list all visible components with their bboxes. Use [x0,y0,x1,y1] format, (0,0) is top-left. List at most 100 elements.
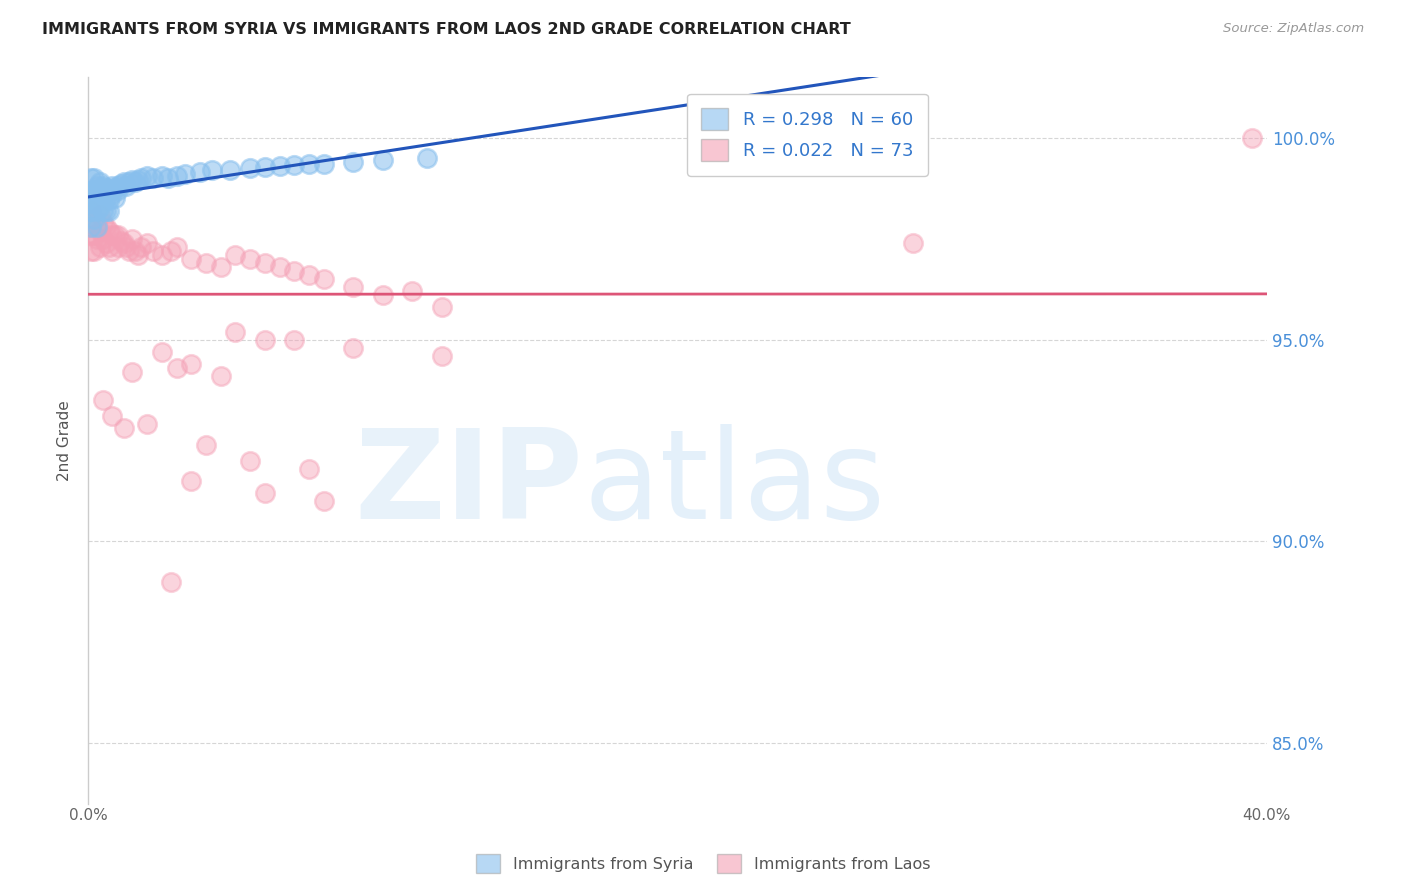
Point [218,163,240,178]
Point [79,203,101,218]
Point [91,203,114,218]
Point [100,409,122,424]
Point [104,227,127,242]
Point [112,235,135,250]
Point [342,280,364,294]
Point [104,191,127,205]
Point [82,183,104,197]
Point [100,179,122,194]
Point [82,191,104,205]
Point [127,248,149,262]
Point [100,244,122,258]
Point [127,173,149,187]
Point [86,216,108,230]
Point [83,195,105,210]
Point [97,183,120,197]
Point [104,181,127,195]
Point [86,203,108,218]
Point [97,203,120,218]
Point [401,285,423,299]
Text: IMMIGRANTS FROM SYRIA VS IMMIGRANTS FROM LAOS 2ND GRADE CORRELATION CHART: IMMIGRANTS FROM SYRIA VS IMMIGRANTS FROM… [42,22,851,37]
Point [159,244,181,258]
Point [86,219,108,234]
Text: atlas: atlas [583,424,886,545]
Point [224,325,246,339]
Point [129,240,152,254]
Point [89,200,111,214]
Point [121,173,143,187]
Point [107,183,129,197]
Point [86,187,108,202]
Point [89,175,111,189]
Point [97,224,120,238]
Point [91,393,114,408]
Point [180,474,202,488]
Point [89,224,111,238]
Point [80,203,103,218]
Text: Source: ZipAtlas.com: Source: ZipAtlas.com [1223,22,1364,36]
Point [94,191,117,205]
Point [91,216,114,230]
Point [80,244,103,258]
Point [283,158,305,172]
Point [1241,131,1264,145]
Point [312,272,335,286]
Point [142,171,165,186]
Point [298,157,321,171]
Point [83,211,105,226]
Point [283,333,305,347]
Point [118,244,141,258]
Point [430,349,453,363]
Point [79,219,101,234]
Point [83,227,105,242]
Point [107,179,129,194]
Point [209,260,232,274]
Point [80,187,103,202]
Point [166,240,188,254]
Point [142,244,165,258]
Point [107,240,129,254]
Point [269,159,291,173]
Point [94,235,117,250]
Point [342,155,364,169]
Point [188,165,211,179]
Point [100,187,122,202]
Legend: Immigrants from Syria, Immigrants from Laos: Immigrants from Syria, Immigrants from L… [470,847,936,880]
Y-axis label: 2nd Grade: 2nd Grade [58,401,72,481]
Point [89,240,111,254]
Point [224,248,246,262]
Point [283,264,305,278]
Point [91,179,114,194]
Point [91,191,114,205]
Point [80,219,103,234]
Point [83,171,105,186]
Point [903,235,925,250]
Point [94,219,117,234]
Point [201,163,224,178]
Point [89,208,111,222]
Point [166,169,188,184]
Point [195,437,218,451]
Point [253,333,276,347]
Point [180,357,202,371]
Point [94,203,117,218]
Point [80,203,103,218]
Point [312,494,335,508]
Point [112,421,135,435]
Point [312,157,335,171]
Point [83,183,105,197]
Point [239,161,262,176]
Point [97,194,120,208]
Text: ZIP: ZIP [354,424,583,545]
Point [94,181,117,195]
Point [253,160,276,174]
Point [97,240,120,254]
Point [121,232,143,246]
Point [136,235,159,250]
Point [86,232,108,246]
Point [269,260,291,274]
Point [416,151,439,165]
Point [121,365,143,379]
Point [253,256,276,270]
Point [91,232,114,246]
